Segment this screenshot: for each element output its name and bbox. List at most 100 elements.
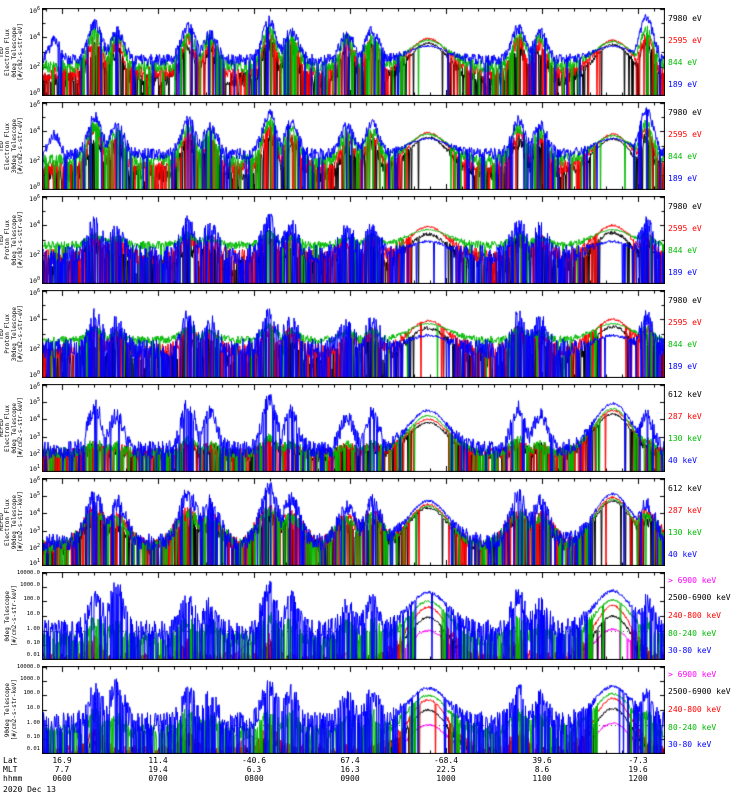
legend-item: 40 keV xyxy=(668,550,697,559)
x-tick-hhmm: 0700 xyxy=(148,774,168,783)
y-tick-labels: 106 104 102 100 xyxy=(23,195,41,286)
flux-plot-canvas-ted-electron-flux-30deg xyxy=(42,102,665,190)
y-tick-label: 102 xyxy=(29,343,40,353)
flux-plot-canvas-ted-proton-flux-0deg xyxy=(42,196,665,284)
x-tick-lat: -68.4 xyxy=(433,756,459,765)
legend-item: 7980 eV xyxy=(668,202,702,211)
panel-ted-electron-flux-0deg: TED Electron Flux 0deg Telescope [#/cm2-s-s… xyxy=(0,6,750,98)
y-tick-label: 101 xyxy=(29,558,40,568)
legend-item: 844 eV xyxy=(668,340,697,349)
y-tick-label: 103 xyxy=(29,431,40,441)
flux-plot-canvas-meped-electron-flux-90deg xyxy=(42,478,665,566)
y-tick-label: 104 xyxy=(29,32,40,42)
y-tick-label: 100 xyxy=(29,88,40,98)
y-axis-title: TED Electron Flux 0deg Telescope [#/cm2-s-s… xyxy=(0,8,23,96)
legend-item: > 6900 keV xyxy=(668,669,717,679)
y-axis-title: TED Proton Flux 30deg Telescope [#/cm2-s-st… xyxy=(0,290,23,378)
x-tick-hhmm: 1000 xyxy=(436,774,456,783)
y-tick-label: 104 xyxy=(29,220,40,230)
y-tick-labels: 106 104 102 100 xyxy=(23,100,41,192)
y-tick-label: 106 xyxy=(29,382,40,392)
y-tick-label: 0.01 xyxy=(26,746,40,752)
legend-item: 189 eV xyxy=(668,80,697,89)
date-label: 2020 Dec 13 xyxy=(3,785,56,794)
legend-item: 30-80 keV xyxy=(668,740,712,750)
legend-item: 30-80 keV xyxy=(668,646,712,656)
y-tick-label: 100 xyxy=(29,276,40,286)
legend: > 6900 keV 2500-6900 keV 240-800 keV 80-240… xyxy=(668,666,750,754)
x-tick-lat: -7.3 xyxy=(628,756,648,765)
x-tick-mlt: 16.3 xyxy=(340,765,360,774)
y-tick-label: 106 xyxy=(29,288,40,298)
legend-item: 189 eV xyxy=(668,362,697,371)
lat-row-label: Lat xyxy=(3,756,18,765)
y-tick-label: 100.0 xyxy=(23,690,40,697)
panel-meped-electron-flux-90deg: MEPED Electron Flux 90deg Telescope [#/cm2-… xyxy=(0,477,750,568)
x-tick-lat: 11.4 xyxy=(148,756,168,765)
x-tick-mlt: 8.6 xyxy=(534,765,550,774)
y-axis-title-line: [#/cm2-s-str-keV] xyxy=(10,679,18,741)
legend-item: 612 keV xyxy=(668,390,702,399)
legend-item: 240-800 keV xyxy=(668,610,721,620)
legend-item: 2595 eV xyxy=(668,130,702,139)
y-tick-labels: 10000.0 1000.0 100.0 10.0 1.00 0.10 0.01 xyxy=(17,570,41,660)
x-axis-block: Lat MLT hhmm 2020 Dec 13 16.9 7.7 0600 11.4… xyxy=(0,756,750,800)
y-tick-label: 100 xyxy=(29,370,40,380)
y-tick-label: 102 xyxy=(29,155,40,165)
x-tick-hhmm: 1100 xyxy=(532,774,552,783)
flux-plot-canvas-meped-proton-flux-90deg xyxy=(42,666,665,754)
x-tick-mlt: 22.5 xyxy=(436,765,456,774)
legend: 7980 eV 2595 eV 844 eV 189 eV xyxy=(668,196,750,284)
y-tick-label: 0.10 xyxy=(26,640,40,647)
legend-item: 189 eV xyxy=(668,268,697,277)
legend-item: 287 keV xyxy=(668,506,702,515)
mlt-row-label: MLT xyxy=(3,765,18,774)
legend-item: 2595 eV xyxy=(668,224,702,233)
x-tick-mlt: 19.6 xyxy=(628,765,648,774)
y-tick-label: 1000.0 xyxy=(20,675,40,682)
flux-plot-canvas-ted-proton-flux-30deg xyxy=(42,290,665,378)
panel-meped-electron-flux-0deg: MEPED Electron Flux 0deg Telescope [#/cm2-s… xyxy=(0,382,750,474)
legend-item: 7980 eV xyxy=(668,108,702,117)
x-tick-mlt: 19.4 xyxy=(148,765,168,774)
y-tick-label: 104 xyxy=(29,414,40,424)
y-tick-label: 102 xyxy=(29,61,40,71)
legend-item: 612 keV xyxy=(668,484,702,493)
legend-item: 844 eV xyxy=(668,58,697,67)
y-tick-label: 106 xyxy=(29,6,40,16)
legend-item: 2595 eV xyxy=(668,36,702,45)
panel-meped-proton-flux-0deg: 0deg Telescope [#/cm2-s-str-keV] 10000.0 10… xyxy=(0,570,750,660)
y-tick-label: 106 xyxy=(29,100,40,110)
y-tick-label: 104 xyxy=(29,508,40,518)
y-tick-label: 104 xyxy=(29,126,40,136)
legend-item: 2500-6900 keV xyxy=(668,593,731,603)
x-tick-lat: 67.4 xyxy=(340,756,360,765)
x-tick-mlt: 7.7 xyxy=(54,765,70,774)
y-tick-label: 1000.0 xyxy=(20,581,40,588)
y-tick-label: 105 xyxy=(29,396,40,406)
y-tick-label: 100 xyxy=(29,182,40,192)
panel-ted-proton-flux-30deg: TED Proton Flux 30deg Telescope [#/cm2-s-st… xyxy=(0,288,750,380)
y-tick-label: 101 xyxy=(29,464,40,474)
y-tick-labels: 10000.0 1000.0 100.0 10.0 1.00 0.10 0.01 xyxy=(17,664,41,754)
legend-item: 2500-6900 keV xyxy=(668,687,731,697)
x-tick-lat: -40.6 xyxy=(241,756,267,765)
x-tick-hhmm: 0600 xyxy=(52,774,72,783)
y-tick-label: 105 xyxy=(29,490,40,500)
y-tick-label: 103 xyxy=(29,525,40,535)
flux-plot-canvas-ted-electron-flux-0deg xyxy=(42,8,665,96)
y-tick-label: 102 xyxy=(29,449,40,459)
legend-item: 844 eV xyxy=(668,246,697,255)
legend-item: 80-240 keV xyxy=(668,722,717,732)
x-tick-lat: 16.9 xyxy=(52,756,72,765)
y-tick-label: 0.10 xyxy=(26,734,40,741)
y-axis-title: TED Proton Flux 0deg Telescope [#/cm2-s-str… xyxy=(0,196,23,284)
y-tick-label: 102 xyxy=(29,543,40,553)
y-tick-labels: 106 104 102 100 xyxy=(23,288,41,380)
y-tick-labels: 106 105 104 103 102 101 xyxy=(23,382,41,474)
y-tick-label: 1.00 xyxy=(26,625,40,632)
panel-meped-proton-flux-90deg: 90deg Telescope [#/cm2-s-str-keV] 10000.0 1… xyxy=(0,664,750,754)
y-tick-label: 100.0 xyxy=(23,596,40,603)
legend-item: 40 keV xyxy=(668,456,697,465)
